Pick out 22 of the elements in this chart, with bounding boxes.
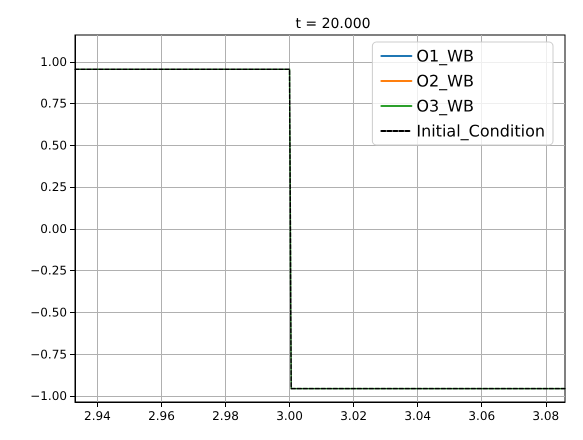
y-tick-label: 0.75	[40, 96, 67, 111]
y-tick-label: 0.50	[40, 138, 67, 152]
chart-title: t = 20.000	[295, 16, 371, 32]
legend-label: O1_WB	[416, 46, 474, 66]
legend-label: O3_WB	[416, 96, 474, 116]
legend-label: Initial_Condition	[416, 122, 545, 140]
y-tick-label: 0.00	[40, 222, 67, 236]
y-tick-label: −0.75	[30, 347, 67, 362]
x-tick-label: 3.02	[340, 409, 367, 423]
x-tick-label: 2.94	[84, 409, 111, 423]
x-tick-label: 2.96	[148, 409, 175, 423]
y-tick-label: −0.50	[30, 306, 67, 320]
x-tick-label: 3.00	[276, 409, 303, 423]
x-tick-label: 3.04	[404, 409, 432, 423]
y-tick-label: 1.00	[40, 54, 67, 69]
legend-label: O2_WB	[416, 72, 474, 90]
x-tick-label: 3.08	[532, 409, 560, 423]
x-tick-label: 2.98	[212, 409, 239, 423]
y-tick-label: −1.00	[30, 389, 67, 404]
y-tick-label: −0.25	[30, 264, 67, 278]
y-tick-label: 0.25	[40, 180, 67, 194]
x-tick-label: 3.06	[468, 409, 496, 423]
